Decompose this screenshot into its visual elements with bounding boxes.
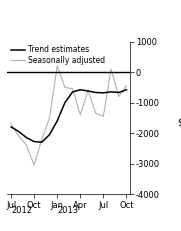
Seasonally adjusted xyxy=(95,112,97,115)
Trend estimates xyxy=(49,133,51,136)
Line: Trend estimates: Trend estimates xyxy=(11,90,127,142)
Seasonally adjusted xyxy=(10,122,12,125)
Seasonally adjusted xyxy=(18,135,20,137)
Seasonally adjusted xyxy=(49,116,51,119)
Seasonally adjusted xyxy=(71,88,74,90)
Trend estimates xyxy=(33,140,35,143)
Seasonally adjusted xyxy=(125,84,128,87)
Text: 2013: 2013 xyxy=(57,206,78,215)
Trend estimates xyxy=(95,91,97,94)
Seasonally adjusted xyxy=(33,164,35,167)
Trend estimates xyxy=(64,101,66,104)
Legend: Trend estimates, Seasonally adjusted: Trend estimates, Seasonally adjusted xyxy=(11,46,105,65)
Seasonally adjusted xyxy=(64,86,66,89)
Trend estimates xyxy=(71,91,74,93)
Trend estimates xyxy=(56,119,58,122)
Trend estimates xyxy=(125,88,128,91)
Trend estimates xyxy=(18,130,20,133)
Y-axis label: $m: $m xyxy=(177,118,181,128)
Trend estimates xyxy=(25,136,28,139)
Trend estimates xyxy=(110,91,112,93)
Seasonally adjusted xyxy=(102,115,104,118)
Seasonally adjusted xyxy=(25,144,28,147)
Trend estimates xyxy=(87,90,89,92)
Seasonally adjusted xyxy=(41,138,43,140)
Seasonally adjusted xyxy=(87,89,89,92)
Trend estimates xyxy=(102,91,104,94)
Trend estimates xyxy=(79,88,81,91)
Seasonally adjusted xyxy=(118,95,120,98)
Seasonally adjusted xyxy=(110,68,112,70)
Trend estimates xyxy=(118,91,120,94)
Line: Seasonally adjusted: Seasonally adjusted xyxy=(11,66,127,165)
Text: 2012: 2012 xyxy=(11,206,32,215)
Trend estimates xyxy=(41,141,43,144)
Trend estimates xyxy=(10,126,12,128)
Seasonally adjusted xyxy=(56,65,58,67)
Seasonally adjusted xyxy=(79,113,81,116)
